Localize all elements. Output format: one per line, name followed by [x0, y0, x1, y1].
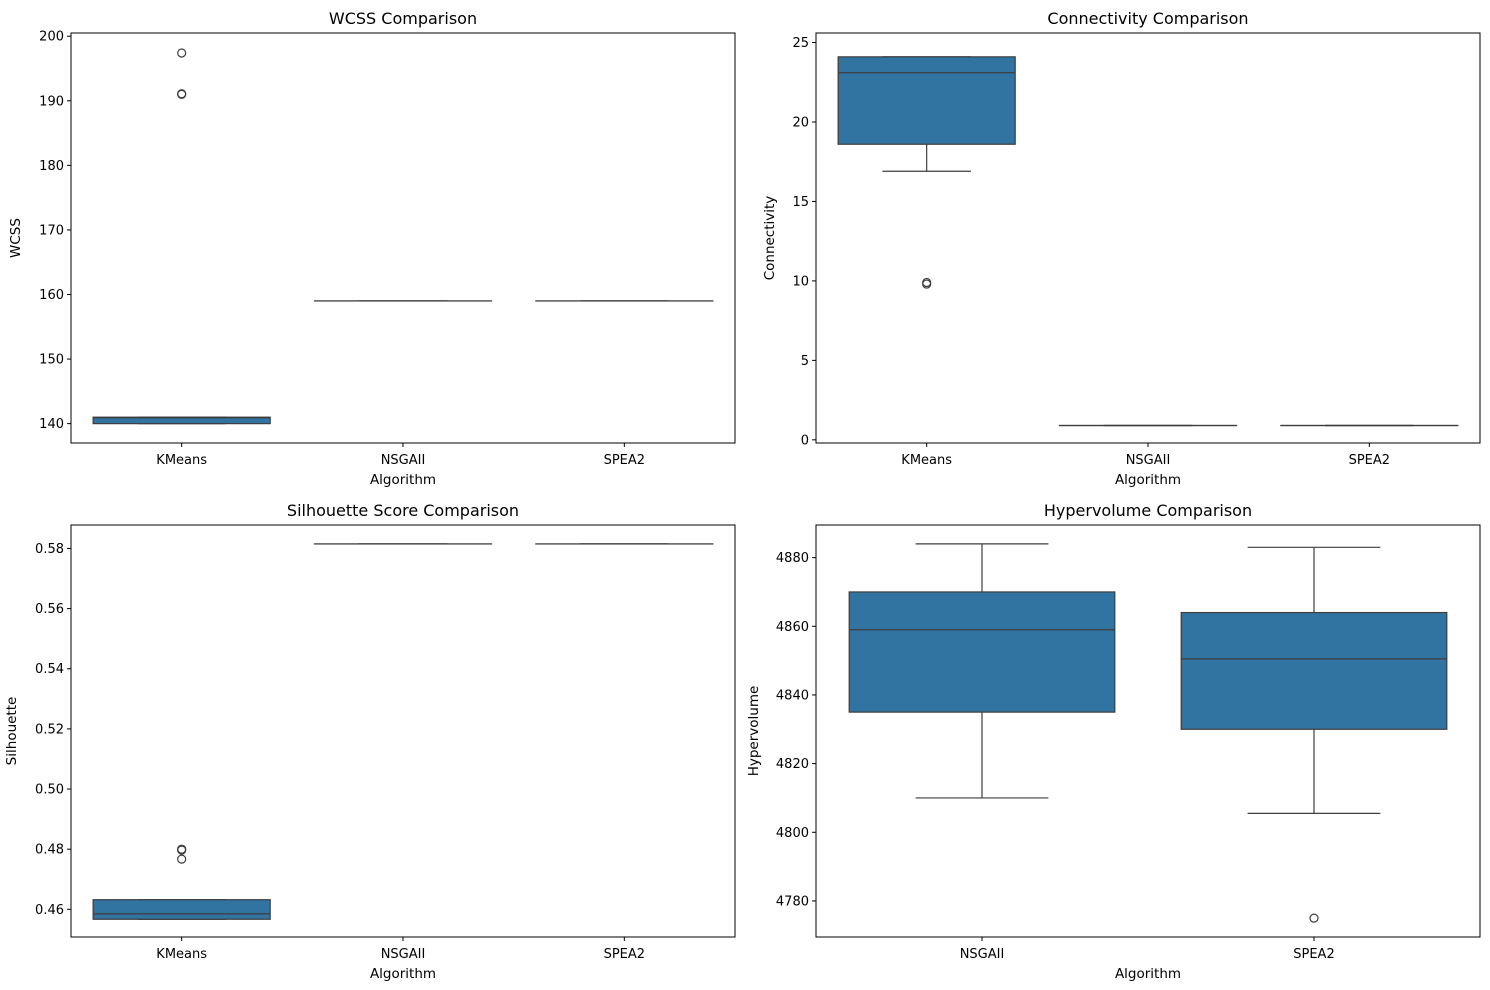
box-kmeans — [92, 844, 271, 920]
y-tick-label: 0.56 — [35, 602, 64, 617]
plot-frame — [815, 32, 1481, 444]
chart-panel-2: Connectivity Comparison 0 5 10 15 20 25 KMeans N… — [762, 9, 1481, 488]
x-tick-label: KMeans — [156, 947, 207, 962]
y-tick-label: 160 — [39, 288, 64, 303]
x-axis-label: Algorithm — [370, 472, 436, 488]
box-iqr — [848, 591, 1116, 713]
outlier-point — [177, 845, 187, 855]
outlier-point — [177, 854, 187, 864]
outlier-point — [922, 277, 932, 288]
chart-title: Hypervolume Comparison — [1044, 501, 1252, 520]
x-tick-label: NSGAII — [960, 947, 1005, 962]
x-tick-label: SPEA2 — [1293, 947, 1334, 962]
y-tick-label: 0.48 — [35, 843, 64, 858]
y-tick-label: 4860 — [776, 620, 809, 635]
x-tick-label: SPEA2 — [604, 947, 645, 962]
y-tick-label: 10 — [792, 274, 809, 289]
x-tick-label: NSGAII — [381, 453, 426, 468]
x-tick-label: SPEA2 — [1349, 453, 1390, 468]
x-axis-label: Algorithm — [1115, 472, 1181, 488]
box-kmeans — [837, 56, 1016, 289]
chart-panel-1: WCSS Comparison 140 150 160 170 180 190 200 KMea… — [8, 9, 736, 488]
box-iqr — [1180, 611, 1448, 730]
box-iqr — [92, 416, 271, 425]
chart-title: WCSS Comparison — [329, 9, 477, 28]
y-tick-label: 180 — [39, 159, 64, 174]
y-axis-label: Silhouette — [4, 697, 20, 766]
y-axis-label: WCSS — [8, 218, 24, 258]
x-axis-label: Algorithm — [1115, 966, 1181, 982]
box-nsgaii — [848, 543, 1116, 799]
y-tick-label: 4840 — [776, 688, 809, 703]
x-tick-label: KMeans — [156, 453, 207, 468]
y-tick-label: 190 — [39, 94, 64, 109]
y-tick-label: 0.52 — [35, 722, 64, 737]
y-tick-label: 20 — [792, 115, 809, 130]
box-kmeans — [92, 48, 271, 425]
chart-panel-4: Hypervolume Comparison 4780 4800 4820 4840 48… — [746, 501, 1481, 982]
chart-title: Connectivity Comparison — [1047, 9, 1248, 28]
outlier-point — [177, 89, 187, 99]
plot-frame — [70, 524, 736, 938]
box-iqr — [92, 899, 271, 920]
y-tick-label: 4800 — [776, 826, 809, 841]
chart-panel-3: Silhouette Score Comparison 0.46 0.48 0.50 0… — [4, 501, 736, 982]
y-tick-label: 140 — [39, 417, 64, 432]
y-tick-label: 170 — [39, 223, 64, 238]
y-tick-label: 0 — [801, 433, 809, 448]
y-axis-label: Connectivity — [762, 196, 778, 281]
x-tick-label: KMeans — [901, 453, 952, 468]
y-tick-label: 5 — [801, 354, 809, 369]
y-tick-label: 0.54 — [35, 662, 64, 677]
x-tick-label: NSGAII — [381, 947, 426, 962]
y-tick-label: 4880 — [776, 551, 809, 566]
plot-frame — [70, 32, 736, 444]
x-axis-label: Algorithm — [370, 966, 436, 982]
x-tick-label: SPEA2 — [604, 453, 645, 468]
plot-frame — [815, 524, 1481, 938]
box-iqr — [837, 56, 1016, 145]
y-tick-label: 200 — [39, 30, 64, 45]
y-tick-label: 150 — [39, 353, 64, 368]
x-tick-label: NSGAII — [1126, 453, 1171, 468]
y-tick-label: 0.58 — [35, 542, 64, 557]
outlier-point — [177, 48, 187, 58]
y-tick-label: 0.50 — [35, 783, 64, 798]
y-tick-label: 25 — [792, 36, 809, 51]
y-axis-label: Hypervolume — [746, 686, 762, 777]
box-spea2 — [1180, 546, 1448, 923]
y-tick-label: 15 — [792, 195, 809, 210]
outlier-point — [1309, 913, 1319, 923]
chart-title: Silhouette Score Comparison — [287, 501, 519, 520]
y-tick-label: 0.46 — [35, 903, 64, 918]
y-tick-label: 4820 — [776, 757, 809, 772]
y-tick-label: 4780 — [776, 894, 809, 909]
